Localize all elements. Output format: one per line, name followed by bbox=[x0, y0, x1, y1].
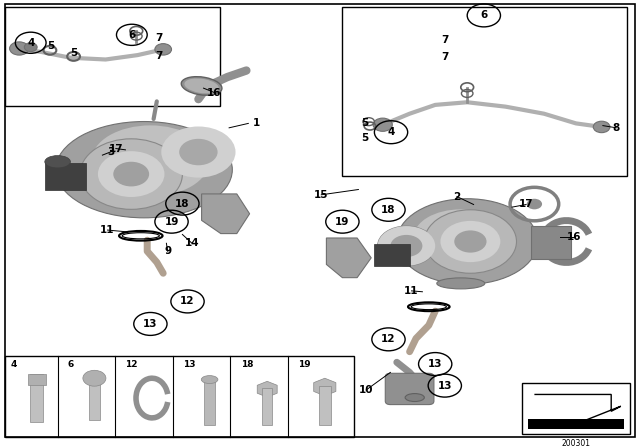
Text: 16: 16 bbox=[567, 232, 581, 241]
Circle shape bbox=[179, 139, 218, 165]
Text: 12: 12 bbox=[125, 360, 138, 369]
Text: 6: 6 bbox=[68, 360, 74, 369]
Text: 2: 2 bbox=[453, 192, 461, 202]
Text: 5: 5 bbox=[361, 118, 369, 129]
Circle shape bbox=[593, 121, 610, 133]
Ellipse shape bbox=[92, 125, 209, 196]
Bar bbox=[5, 7, 220, 106]
Text: 13: 13 bbox=[143, 319, 157, 329]
Text: 13: 13 bbox=[428, 359, 442, 369]
Text: 16: 16 bbox=[207, 87, 221, 98]
Bar bbox=[262, 388, 273, 425]
Bar bbox=[531, 226, 571, 259]
Text: 12: 12 bbox=[180, 297, 195, 306]
Circle shape bbox=[373, 118, 392, 131]
Polygon shape bbox=[202, 194, 250, 233]
Circle shape bbox=[440, 221, 500, 262]
Bar bbox=[31, 374, 44, 422]
Text: 17: 17 bbox=[109, 143, 123, 154]
Ellipse shape bbox=[202, 375, 218, 383]
Text: 18: 18 bbox=[175, 198, 189, 209]
Ellipse shape bbox=[413, 209, 508, 265]
Ellipse shape bbox=[184, 78, 219, 94]
Bar bbox=[5, 356, 354, 437]
Text: 4: 4 bbox=[27, 38, 35, 48]
Text: 8: 8 bbox=[612, 123, 620, 133]
Circle shape bbox=[527, 199, 542, 209]
Bar bbox=[374, 244, 410, 266]
Ellipse shape bbox=[397, 199, 538, 284]
Circle shape bbox=[454, 230, 486, 253]
Text: 11: 11 bbox=[404, 286, 419, 296]
Text: 5: 5 bbox=[47, 41, 54, 51]
Circle shape bbox=[390, 235, 422, 257]
Text: 13: 13 bbox=[183, 360, 196, 369]
Text: 11: 11 bbox=[100, 225, 115, 235]
Ellipse shape bbox=[56, 121, 232, 218]
Text: 14: 14 bbox=[185, 238, 199, 248]
Polygon shape bbox=[314, 378, 336, 396]
Text: 9: 9 bbox=[164, 246, 172, 256]
Text: 19: 19 bbox=[298, 360, 311, 369]
Circle shape bbox=[424, 210, 516, 273]
Circle shape bbox=[10, 42, 29, 55]
Ellipse shape bbox=[181, 77, 222, 95]
Bar bbox=[204, 380, 215, 425]
Text: 19: 19 bbox=[335, 217, 349, 227]
Bar bbox=[28, 374, 46, 385]
Ellipse shape bbox=[378, 226, 435, 266]
Ellipse shape bbox=[163, 129, 234, 175]
Text: 19: 19 bbox=[164, 217, 179, 227]
Bar bbox=[522, 383, 630, 434]
Text: 18: 18 bbox=[381, 205, 396, 215]
Circle shape bbox=[98, 151, 164, 197]
Text: 7: 7 bbox=[156, 51, 163, 61]
Text: 18: 18 bbox=[241, 360, 253, 369]
Text: 6: 6 bbox=[480, 10, 488, 21]
Text: 5: 5 bbox=[361, 133, 369, 142]
Circle shape bbox=[113, 162, 149, 186]
Circle shape bbox=[24, 43, 37, 52]
Text: 5: 5 bbox=[70, 48, 78, 58]
Text: 200301: 200301 bbox=[561, 439, 591, 448]
Circle shape bbox=[155, 43, 172, 55]
Bar bbox=[319, 386, 330, 425]
Ellipse shape bbox=[405, 393, 424, 401]
Text: 15: 15 bbox=[314, 190, 328, 200]
Text: 17: 17 bbox=[519, 199, 533, 210]
Bar bbox=[342, 7, 627, 177]
Bar bbox=[45, 163, 86, 190]
Text: 3: 3 bbox=[108, 146, 115, 157]
Text: 6: 6 bbox=[128, 30, 136, 40]
Text: 1: 1 bbox=[252, 118, 260, 129]
Circle shape bbox=[80, 139, 182, 209]
Text: 12: 12 bbox=[381, 334, 396, 345]
Text: 13: 13 bbox=[438, 381, 452, 391]
Text: 4: 4 bbox=[387, 127, 395, 137]
Polygon shape bbox=[257, 381, 277, 397]
Circle shape bbox=[161, 126, 236, 177]
Circle shape bbox=[83, 370, 106, 386]
Ellipse shape bbox=[436, 278, 485, 289]
Ellipse shape bbox=[45, 155, 70, 168]
Bar bbox=[528, 419, 624, 429]
Text: 7: 7 bbox=[441, 52, 449, 62]
FancyBboxPatch shape bbox=[385, 373, 434, 405]
Text: 7: 7 bbox=[156, 33, 163, 43]
Text: 4: 4 bbox=[10, 360, 17, 369]
Text: 7: 7 bbox=[441, 34, 449, 45]
Bar bbox=[90, 378, 100, 420]
Polygon shape bbox=[326, 238, 371, 278]
Circle shape bbox=[378, 226, 435, 266]
Text: 10: 10 bbox=[359, 385, 373, 395]
